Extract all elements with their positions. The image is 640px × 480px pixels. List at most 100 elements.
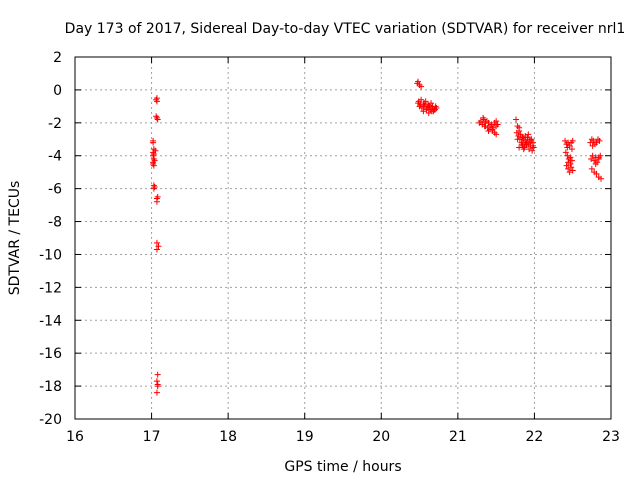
- data-point: [568, 157, 575, 164]
- x-tick-label: 20: [372, 429, 390, 445]
- y-tick-label: -8: [48, 215, 62, 231]
- y-tick-label: -12: [39, 280, 62, 296]
- data-point: [562, 149, 569, 156]
- data-point: [564, 144, 571, 151]
- x-tick-label: 21: [449, 429, 467, 445]
- data-point: [150, 185, 157, 192]
- grid: [75, 57, 611, 419]
- data-point: [520, 146, 527, 153]
- data-point: [415, 100, 422, 107]
- data-point: [563, 162, 570, 169]
- data-point: [526, 146, 533, 153]
- data-point: [428, 100, 435, 107]
- data-point: [525, 131, 532, 138]
- data-point: [428, 108, 435, 115]
- data-point: [489, 126, 496, 133]
- data-point: [150, 137, 157, 144]
- data-point: [418, 96, 425, 103]
- data-point: [523, 141, 530, 148]
- data-point: [154, 193, 161, 200]
- data-point: [420, 108, 427, 115]
- data-point: [151, 157, 158, 164]
- data-point: [482, 119, 489, 126]
- data-point: [150, 151, 157, 158]
- data-point: [588, 156, 595, 163]
- data-point: [422, 98, 429, 105]
- data-point: [515, 132, 522, 139]
- data-point: [431, 106, 438, 113]
- data-point: [526, 136, 533, 143]
- data-point: [590, 137, 597, 144]
- data-point: [513, 116, 520, 123]
- data-point: [423, 106, 430, 113]
- data-point: [595, 154, 602, 161]
- data-point: [513, 129, 520, 136]
- data-point: [493, 123, 500, 130]
- data-point: [493, 131, 500, 138]
- y-tick-label: 2: [53, 50, 62, 66]
- data-points: [150, 78, 605, 396]
- data-point: [481, 123, 488, 130]
- data-point: [418, 83, 425, 90]
- data-point: [596, 137, 603, 144]
- data-point: [519, 134, 526, 141]
- data-point: [480, 114, 487, 121]
- data-point: [418, 105, 425, 112]
- data-point: [154, 371, 161, 378]
- y-tick-label: -6: [48, 182, 62, 198]
- data-point: [477, 118, 484, 125]
- data-point: [153, 113, 160, 120]
- data-point: [432, 103, 439, 110]
- data-point: [569, 137, 576, 144]
- data-point: [598, 175, 605, 182]
- data-point: [593, 139, 600, 146]
- x-tick-label: 18: [219, 429, 237, 445]
- data-point: [564, 152, 571, 159]
- x-axis-label: GPS time / hours: [284, 459, 401, 475]
- plot-frame: [74, 56, 612, 420]
- data-point: [414, 80, 421, 87]
- y-tick-label: -18: [39, 379, 62, 395]
- y-tick-label: 0: [53, 83, 62, 99]
- y-tick-label: -4: [48, 149, 62, 165]
- data-point: [154, 381, 161, 388]
- data-point: [485, 128, 492, 135]
- data-point: [588, 165, 595, 172]
- data-point: [566, 169, 573, 176]
- data-point: [514, 136, 521, 143]
- x-tick-label: 23: [602, 429, 620, 445]
- data-point: [425, 109, 432, 116]
- data-point: [150, 160, 157, 167]
- data-point: [567, 154, 574, 161]
- y-tick-label: -2: [48, 116, 62, 132]
- data-point: [529, 147, 536, 154]
- data-point: [589, 152, 596, 159]
- data-point: [153, 98, 160, 105]
- data-point: [565, 159, 572, 166]
- y-axis-label: SDTVAR / TECUs: [7, 181, 23, 296]
- data-point: [153, 389, 160, 396]
- data-point: [592, 160, 599, 167]
- x-tick-label: 19: [296, 429, 314, 445]
- y-tick-label: -10: [39, 247, 62, 263]
- data-point: [516, 124, 523, 131]
- chart-title: Day 173 of 2017, Sidereal Day-to-day VTE…: [65, 21, 626, 37]
- x-tick-label: 16: [66, 429, 84, 445]
- data-point: [568, 146, 575, 153]
- y-tick-label: -20: [39, 412, 62, 428]
- data-point: [569, 167, 576, 174]
- data-point: [153, 378, 160, 385]
- y-tick-label: -14: [39, 313, 62, 329]
- data-point: [153, 246, 160, 253]
- x-tick-label: 22: [526, 429, 544, 445]
- data-point: [587, 139, 594, 146]
- data-point: [152, 147, 159, 154]
- data-point: [155, 243, 162, 250]
- data-point: [568, 164, 575, 171]
- axis-ticks: 16 17 18 19 20 21 22 2320-2-4-6-8-10-12-14-16-1…: [39, 50, 620, 445]
- data-point: [529, 142, 536, 149]
- data-point: [562, 137, 569, 144]
- data-point: [153, 198, 160, 205]
- data-point: [565, 165, 572, 172]
